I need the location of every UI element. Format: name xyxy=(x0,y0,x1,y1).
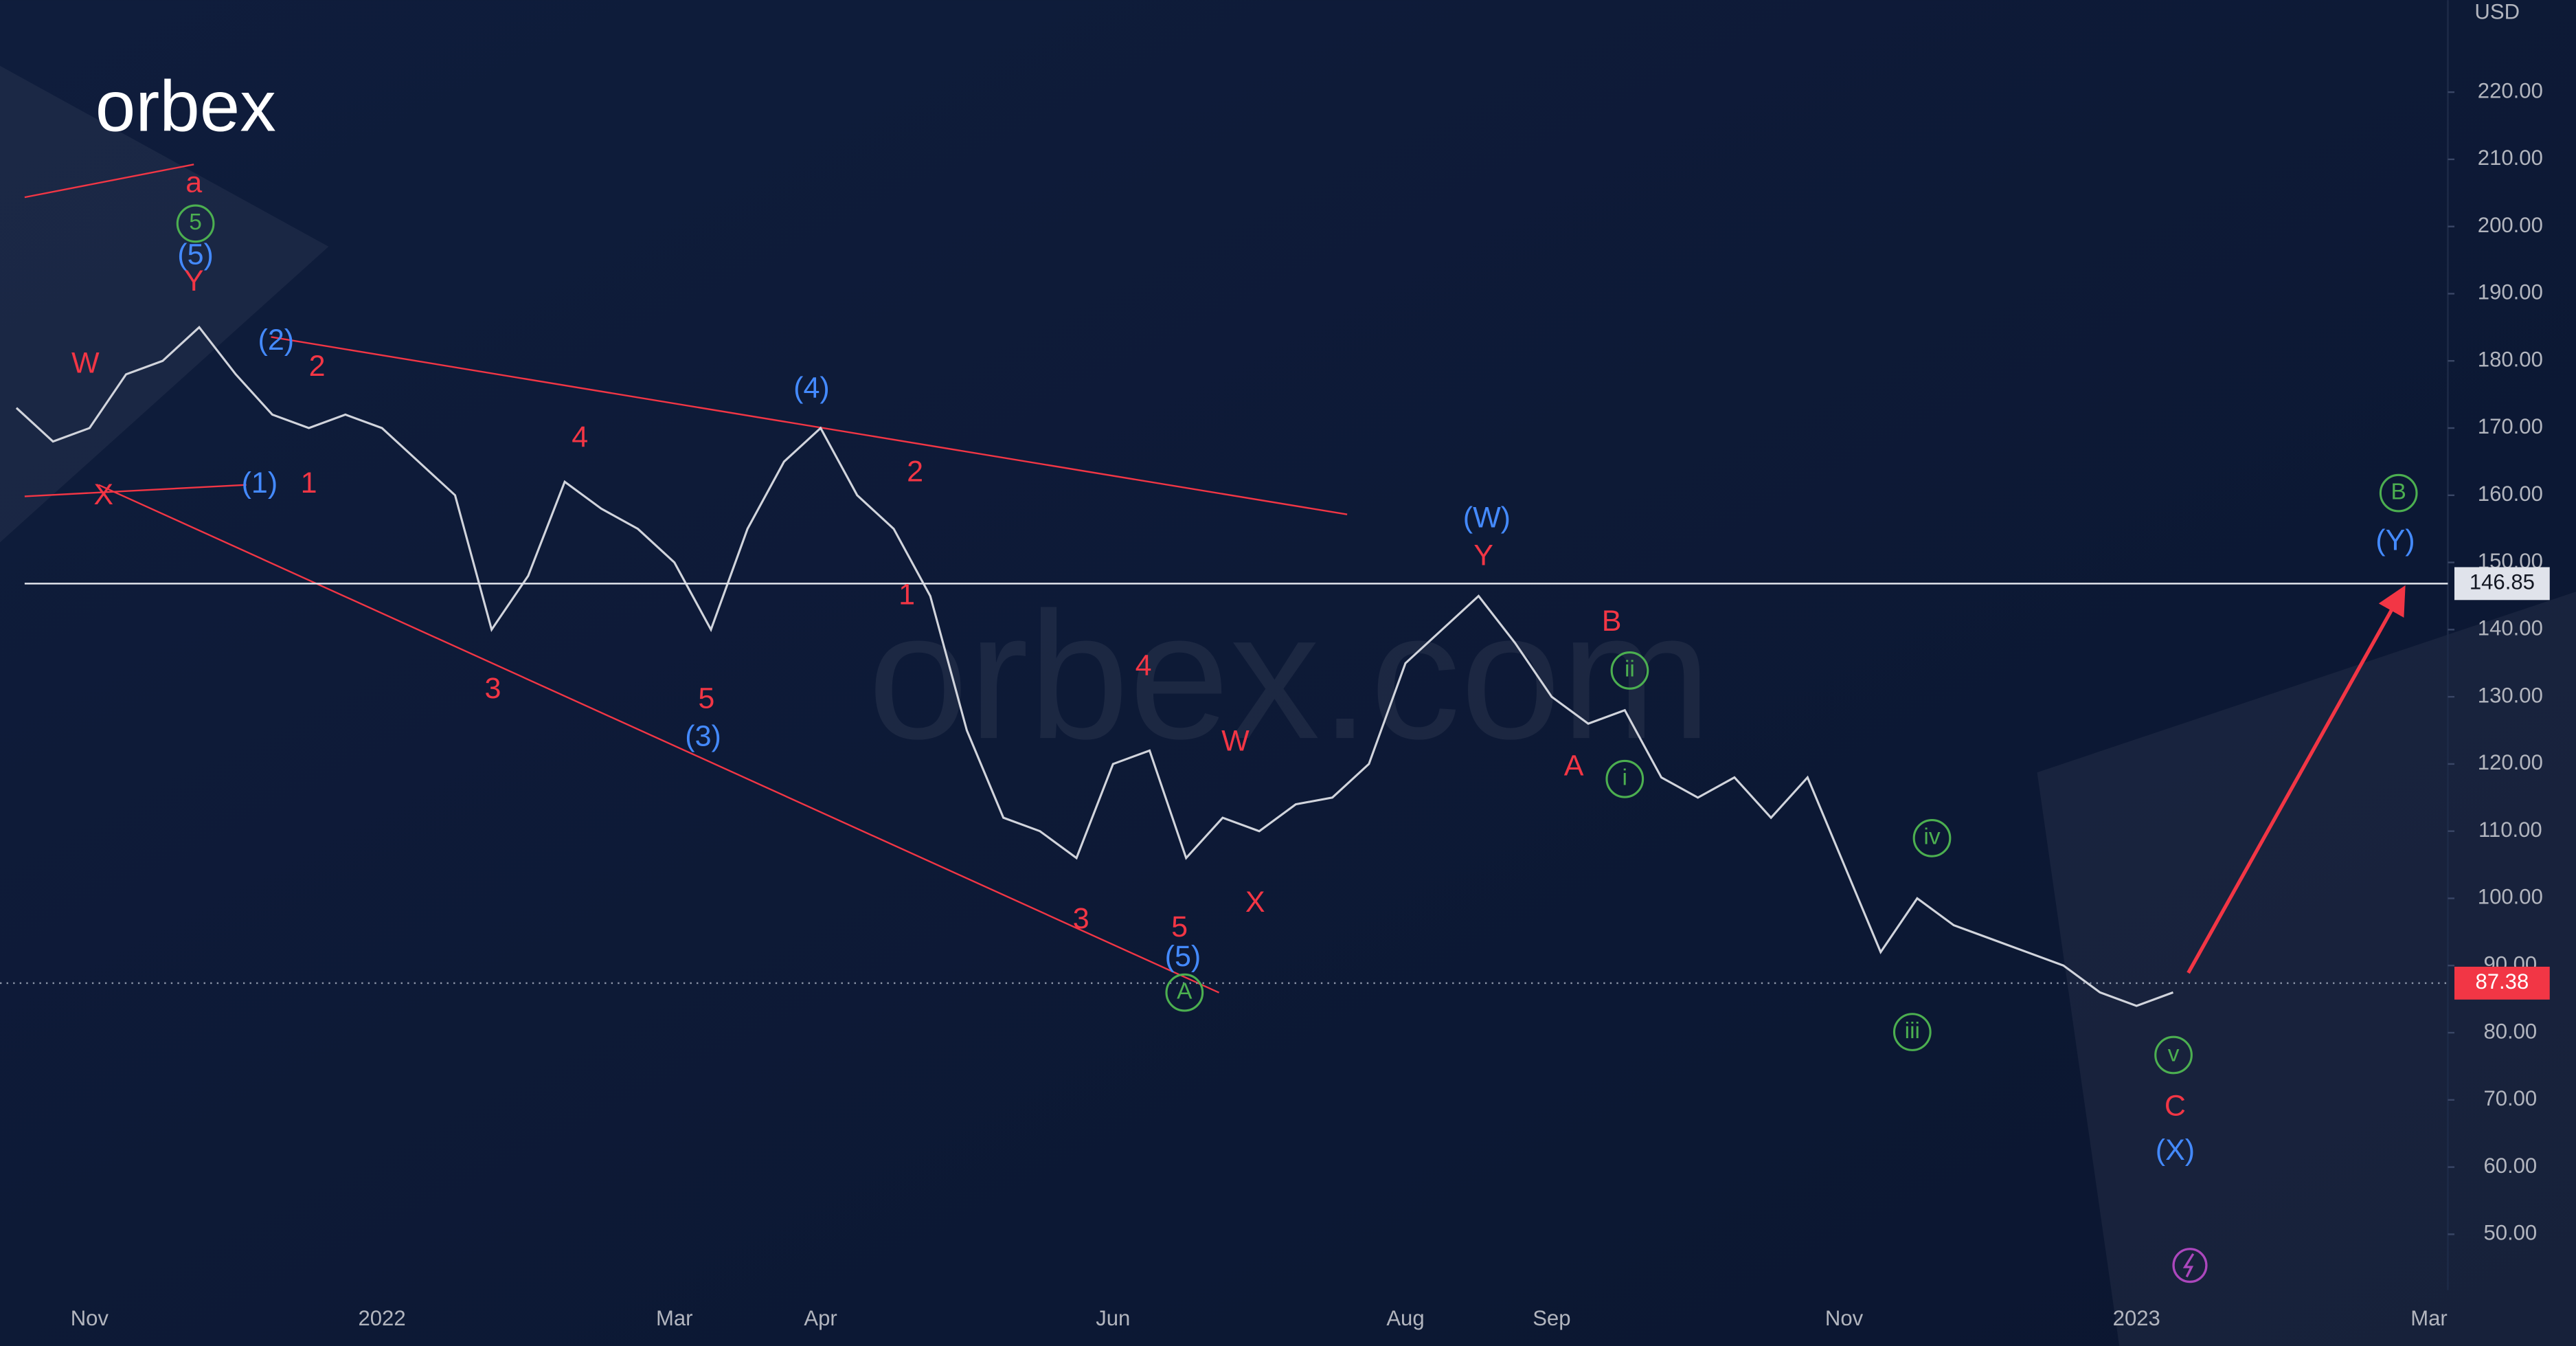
wave-label: X xyxy=(1245,886,1265,919)
wave-label: A xyxy=(1177,979,1193,1005)
wave-label: 2 xyxy=(907,455,923,488)
wave-label: 5 xyxy=(698,682,714,715)
y-tick-label: 60.00 xyxy=(2483,1154,2537,1178)
x-tick-label: Mar xyxy=(656,1306,693,1330)
wave-label: (X) xyxy=(2156,1134,2195,1167)
wave-label: A xyxy=(1564,749,1584,782)
trendlines xyxy=(24,164,1348,994)
last-price-label: 87.38 xyxy=(2475,969,2529,994)
wave-label: (Y) xyxy=(2375,524,2415,557)
wave-label: 5 xyxy=(1171,910,1188,943)
y-tick-label: 70.00 xyxy=(2483,1086,2537,1110)
wave-label: X xyxy=(93,478,113,511)
x-tick-label: Apr xyxy=(804,1306,837,1330)
wave-label: 4 xyxy=(572,420,588,453)
wave-label: (3) xyxy=(685,719,721,752)
y-tick-label: 200.00 xyxy=(2478,213,2543,237)
y-tick-label: 100.00 xyxy=(2478,885,2543,909)
wave-label: iv xyxy=(1923,825,1940,850)
y-tick-label: 160.00 xyxy=(2478,482,2543,506)
annotation-circle xyxy=(1912,818,1952,857)
wave-label: 1 xyxy=(899,579,915,612)
y-tick-label: 50.00 xyxy=(2483,1221,2537,1245)
wave-label: (W) xyxy=(1463,501,1511,534)
y-tick-label: 130.00 xyxy=(2478,683,2543,707)
wave-label: (4) xyxy=(793,371,830,404)
wave-label: 2 xyxy=(309,350,326,383)
level-tag xyxy=(2454,567,2550,601)
wave-label: C xyxy=(2165,1089,2186,1122)
x-tick-label: 2023 xyxy=(2113,1306,2160,1330)
y-tick-label: 170.00 xyxy=(2478,414,2543,438)
wave-label: 5 xyxy=(189,210,202,235)
x-tick-label: Nov xyxy=(1825,1306,1864,1330)
y-tick-label: 220.00 xyxy=(2478,78,2543,102)
x-tick-label: Aug xyxy=(1386,1306,1424,1330)
x-tick-label: Mar xyxy=(2410,1306,2448,1330)
currency-label: USD xyxy=(2474,0,2520,23)
wave-label: B xyxy=(1602,605,1622,638)
wave-label: ii xyxy=(1625,657,1635,682)
background-shapes xyxy=(0,65,2576,1346)
y-tick-label: 110.00 xyxy=(2478,818,2542,842)
wave-label: (5) xyxy=(1165,940,1201,973)
y-tick-label: 80.00 xyxy=(2483,1019,2537,1043)
x-tick-label: Jun xyxy=(1096,1306,1130,1330)
logo: orbex xyxy=(95,67,276,147)
wave-label: 3 xyxy=(1073,902,1089,935)
wave-label: 3 xyxy=(485,672,501,705)
x-tick-label: Sep xyxy=(1533,1306,1570,1330)
wave-label: (1) xyxy=(242,467,278,500)
wave-label: a xyxy=(185,166,202,199)
wave-label: v xyxy=(2168,1041,2180,1066)
annotation-circle xyxy=(1165,973,1204,1012)
annotation-circle xyxy=(1893,1013,1932,1051)
wave-label: W xyxy=(1221,725,1250,758)
wave-label: 1 xyxy=(301,467,317,500)
annotation-circle xyxy=(1605,759,1645,798)
wave-label: (5) xyxy=(177,238,214,271)
event-icon-bolt xyxy=(2182,1253,2195,1278)
annotation-circle xyxy=(176,204,215,243)
annotation-circle xyxy=(1610,651,1649,690)
x-tick-label: 2022 xyxy=(358,1306,405,1330)
wave-label: (2) xyxy=(258,324,294,357)
event-icon xyxy=(2172,1248,2208,1283)
wave-label: W xyxy=(71,346,100,379)
level-label: 146.85 xyxy=(2470,570,2535,594)
x-tick-label: Nov xyxy=(71,1306,109,1330)
annotation-circle xyxy=(2379,473,2418,513)
y-tick-label: 210.00 xyxy=(2478,146,2543,170)
wave-label: i xyxy=(1623,765,1627,791)
annotation-circle xyxy=(2154,1035,2193,1075)
watermark: orbex.com xyxy=(868,574,1711,776)
y-tick-label: 140.00 xyxy=(2478,616,2543,640)
wave-label: 4 xyxy=(1136,649,1152,682)
last-price-tag xyxy=(2454,966,2550,1000)
price-line xyxy=(15,326,2174,1007)
y-tick-label: 120.00 xyxy=(2478,750,2543,774)
y-tick-label: 190.00 xyxy=(2478,280,2543,304)
wave-label: Y xyxy=(1473,539,1493,572)
wave-label: iii xyxy=(1905,1018,1920,1044)
y-tick-label: 180.00 xyxy=(2478,347,2543,371)
wave-label: Y xyxy=(184,265,204,298)
forecast-arrow xyxy=(2187,585,2406,974)
wave-label: B xyxy=(2391,479,2406,504)
